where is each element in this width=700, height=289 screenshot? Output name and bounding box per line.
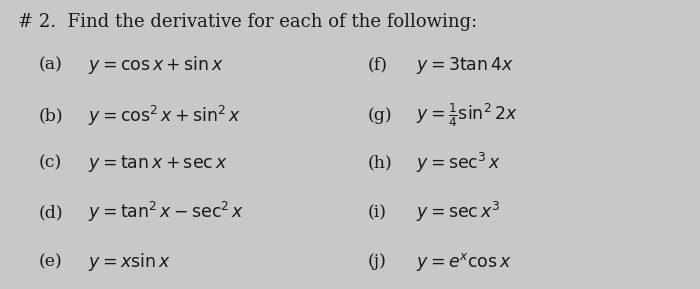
Text: $y = \sec^3 x$: $y = \sec^3 x$ bbox=[416, 151, 501, 175]
Text: $y = \cos^2 x + \sin^2 x$: $y = \cos^2 x + \sin^2 x$ bbox=[88, 103, 240, 128]
Text: (d): (d) bbox=[38, 204, 63, 221]
Text: (g): (g) bbox=[368, 107, 392, 124]
Text: $y = \tan x + \sec x$: $y = \tan x + \sec x$ bbox=[88, 153, 227, 174]
Text: (e): (e) bbox=[38, 253, 62, 270]
Text: $y = 3\tan 4x$: $y = 3\tan 4x$ bbox=[416, 55, 514, 75]
Text: (c): (c) bbox=[38, 155, 62, 172]
Text: (i): (i) bbox=[368, 204, 386, 221]
Text: $y = e^x \cos x$: $y = e^x \cos x$ bbox=[416, 251, 512, 273]
Text: $y = x\sin x$: $y = x\sin x$ bbox=[88, 251, 170, 273]
Text: # 2.  Find the derivative for each of the following:: # 2. Find the derivative for each of the… bbox=[18, 13, 477, 31]
Text: $y = \frac{1}{4}\sin^2 2x$: $y = \frac{1}{4}\sin^2 2x$ bbox=[416, 102, 518, 129]
Text: $y = \sec x^3$: $y = \sec x^3$ bbox=[416, 200, 500, 225]
Text: (h): (h) bbox=[368, 155, 392, 172]
Text: (a): (a) bbox=[38, 57, 62, 73]
Text: $y = \tan^2 x - \sec^2 x$: $y = \tan^2 x - \sec^2 x$ bbox=[88, 200, 244, 225]
Text: $y = \cos x + \sin x$: $y = \cos x + \sin x$ bbox=[88, 54, 223, 76]
Text: (b): (b) bbox=[38, 107, 63, 124]
Text: (j): (j) bbox=[368, 253, 386, 270]
Text: (f): (f) bbox=[368, 57, 388, 73]
